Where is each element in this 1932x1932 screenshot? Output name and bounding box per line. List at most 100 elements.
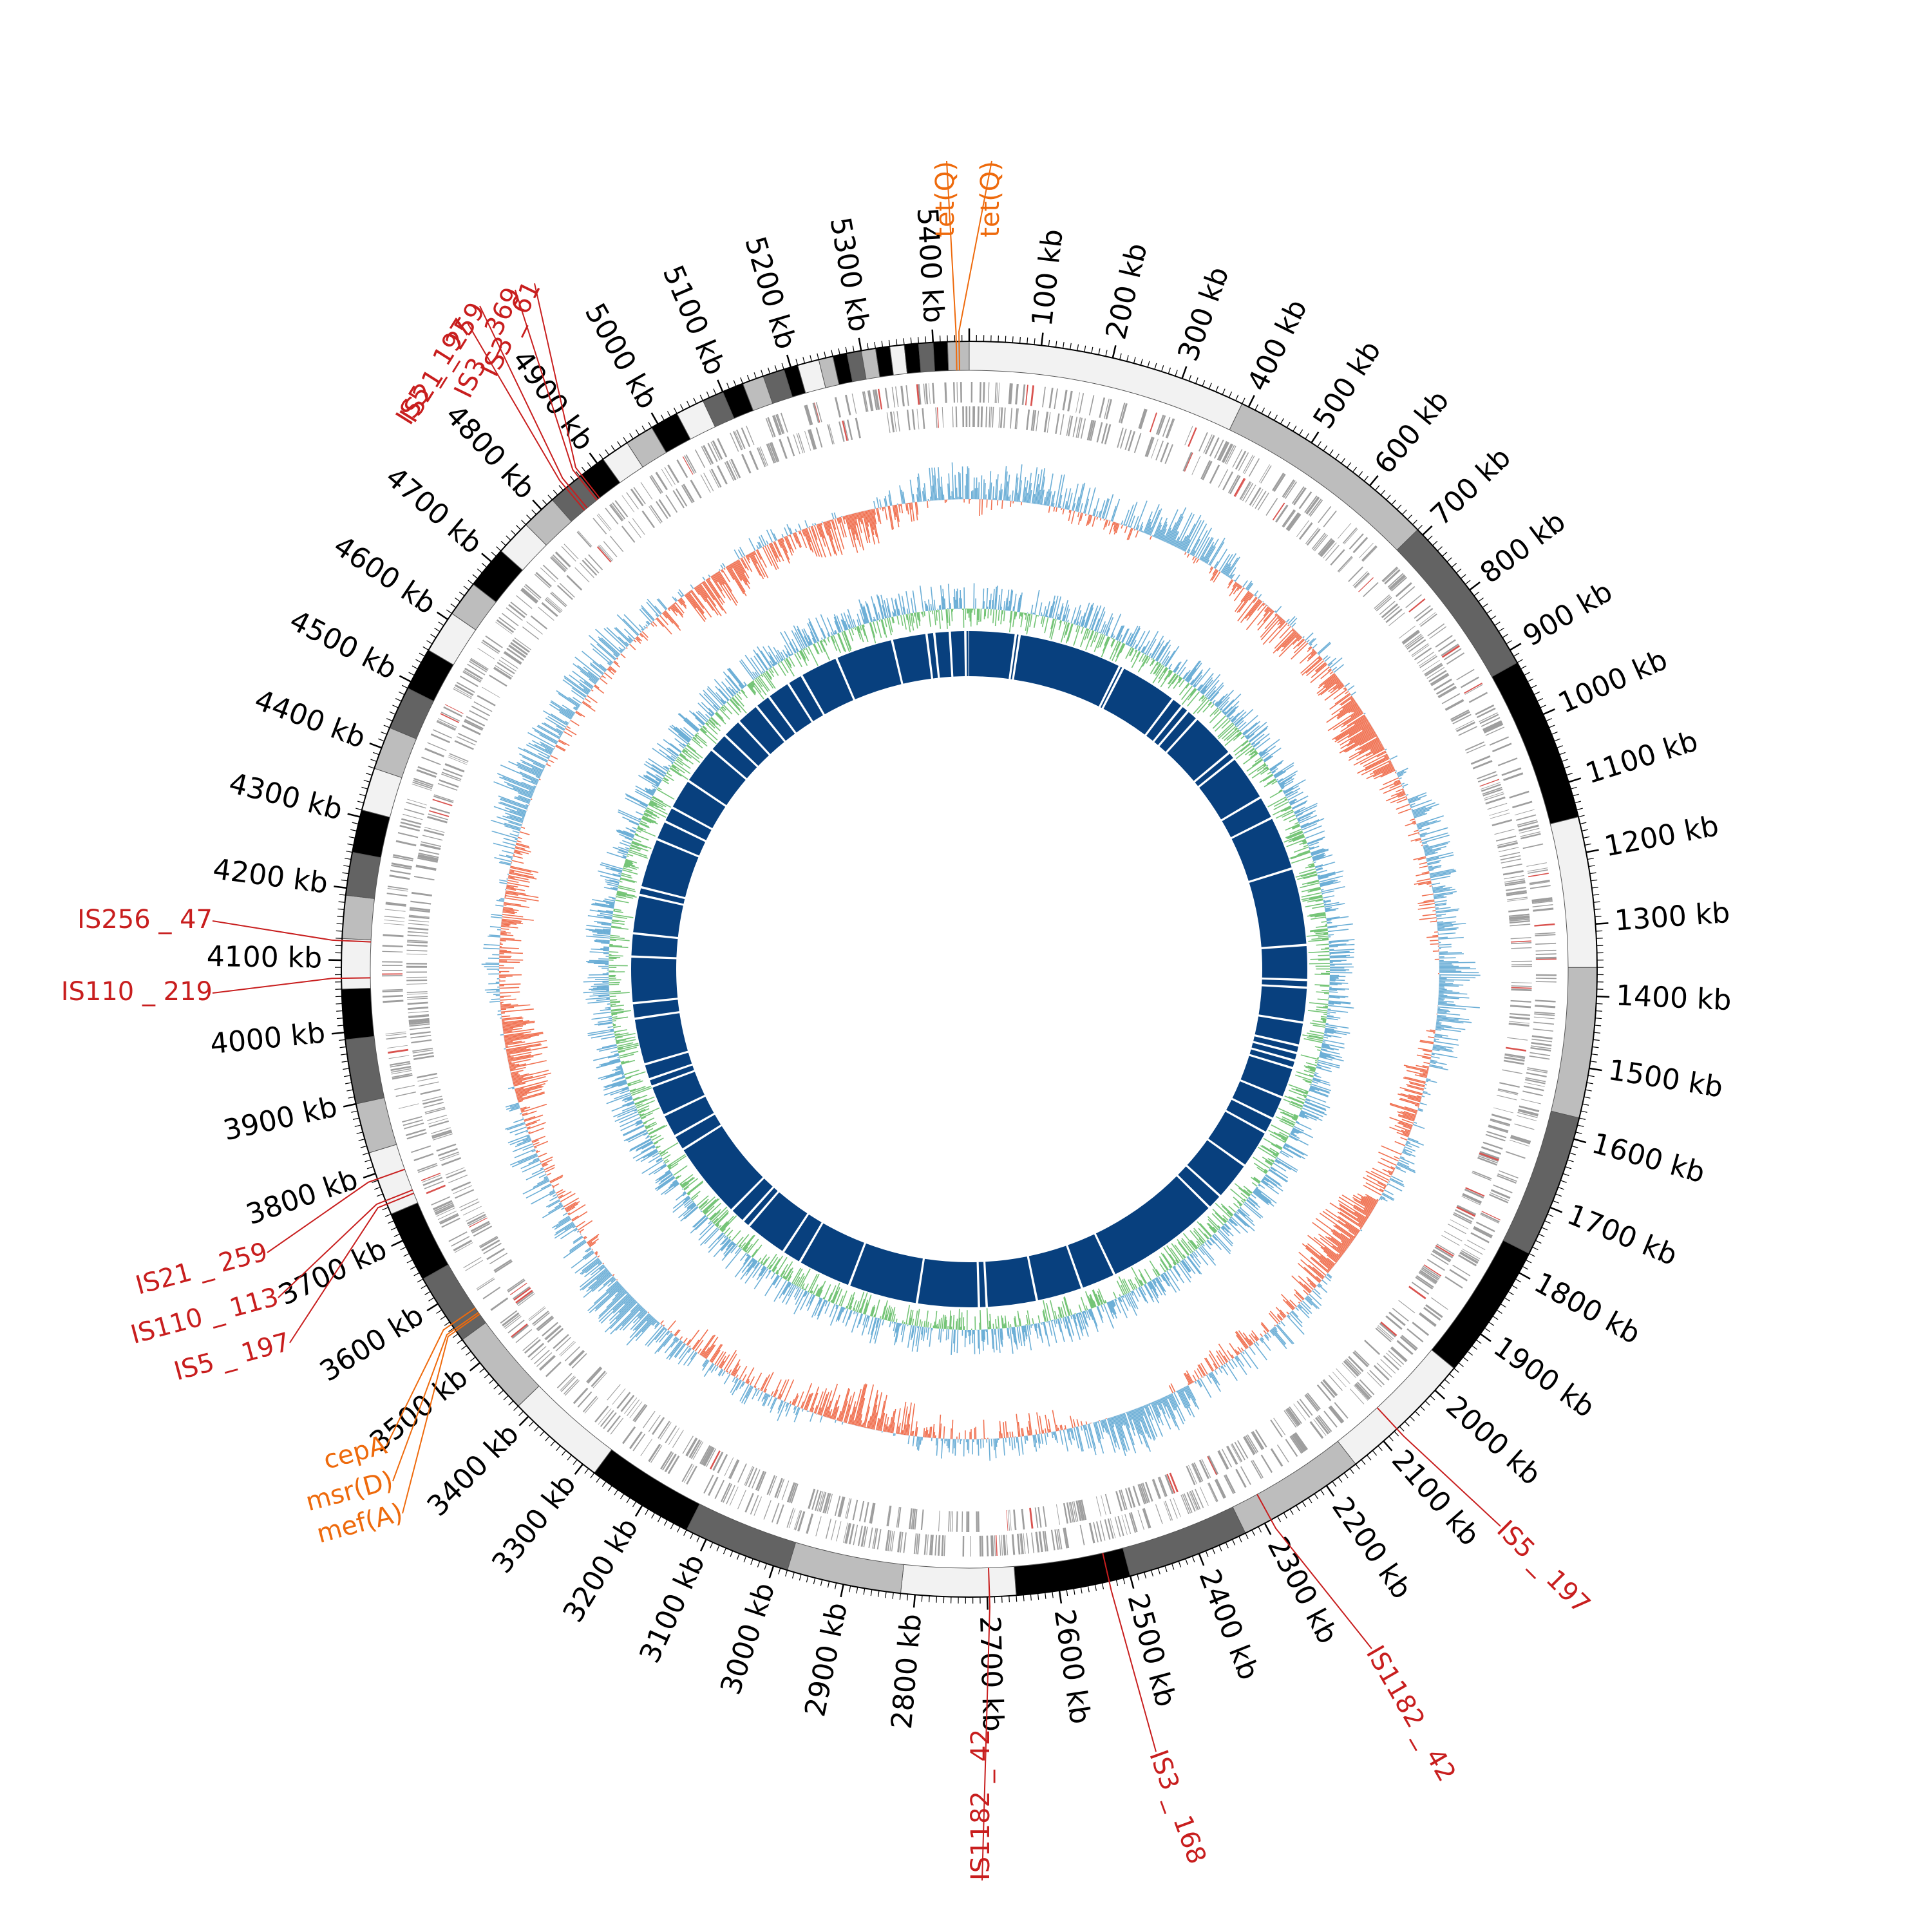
gc-bar [1421,1095,1425,1097]
minor-tick [1251,1530,1255,1536]
cds-feature [533,1312,550,1327]
skew-bar [1302,842,1307,845]
skew-bar [1151,643,1161,659]
gc-bar [1208,537,1226,565]
gc-bar [747,1380,750,1385]
gc-bar [864,511,869,527]
gc-bar [749,1376,755,1386]
minor-tick [1245,1533,1249,1539]
skew-bar [992,609,995,623]
tick-label: 1300 kb [1613,896,1731,938]
gc-bar [1267,1332,1272,1338]
skew-bar [1267,778,1276,784]
skew-bar [1208,682,1224,700]
gc-bar [1425,848,1442,854]
gc-bar [1365,1215,1369,1218]
skew-bar [1008,600,1010,611]
gc-bar [1222,553,1237,574]
cds-feature [535,572,552,587]
gc-bar [1235,1356,1240,1361]
skew-bar [1286,791,1298,799]
gc-bar [847,515,858,553]
gc-bar [687,1329,700,1346]
gc-bar [1111,1417,1115,1425]
skew-bar [1283,779,1306,793]
gc-bar [1332,1245,1344,1255]
minor-tick [1432,540,1438,546]
gc-bar [700,1334,716,1356]
gc-bar [907,1435,910,1444]
cds-feature [878,388,883,410]
gc-bar [565,728,577,735]
gc-bar [1405,1144,1412,1148]
cds-feature [1289,1435,1303,1454]
gc-bar [517,796,531,802]
minor-tick [761,370,764,377]
gc-bar [1433,891,1457,896]
gc-bar [1340,1211,1363,1227]
cds-feature [1530,1052,1551,1057]
minor-tick [774,365,777,372]
gc-bar [1032,467,1038,504]
skew-bar [1292,825,1301,830]
gc-bar [563,1197,580,1208]
gc-bar [1432,886,1453,891]
gc-bar [853,513,864,551]
gc-bar [1299,1281,1311,1293]
minor-tick [750,1558,753,1565]
gc-bar [873,500,876,509]
gc-bar [701,1350,706,1357]
gc-bar [515,846,526,850]
cds-feature [1412,1321,1430,1336]
gc-bar [1341,1194,1372,1213]
cds-feature [592,517,607,535]
cds-feature [1182,451,1193,472]
gc-bar [509,1104,520,1108]
cds-feature [1283,510,1296,528]
cds-feature [1529,880,1550,885]
gc-bar [1300,1302,1312,1314]
gc-bar [513,1082,526,1087]
cds-feature [1520,1099,1541,1104]
gc-bar [1066,1428,1070,1441]
gc-bar [1153,1401,1164,1426]
skew-bar [1212,715,1226,729]
gc-bar [551,713,569,725]
cds-feature [1160,442,1170,462]
gc-bar [1316,1285,1320,1288]
gc-bar [522,1112,528,1115]
cds-feature [1507,898,1528,902]
gc-bar [658,1330,670,1343]
gc-bar [1417,900,1435,904]
cds-feature [592,1372,607,1388]
gc-bar [1046,1432,1048,1437]
gc-bar [518,837,523,840]
gc-bar [1043,497,1046,506]
minor-tick [1537,698,1544,702]
gc-bar [647,1326,665,1347]
cds-feature [495,621,513,635]
cds-feature [1531,900,1553,904]
cds-feature [1244,1435,1256,1455]
gc-bar [614,660,619,665]
cds-feature [479,1236,498,1249]
minor-tick [1460,574,1466,579]
cds-feature [1535,978,1557,980]
cds-feature [1072,417,1078,437]
gc-bar [829,1415,832,1419]
gc-bar [635,1318,656,1341]
cds-feature [1444,699,1464,711]
gc-bar [526,1121,538,1127]
gc-bar [1397,1115,1415,1122]
gc-bar [1397,1111,1416,1119]
cds-feature [511,1323,528,1338]
minor-tick [1455,568,1462,574]
gc-bar [622,618,639,636]
cds-feature [1209,464,1220,484]
gc-bar [1110,1417,1115,1428]
skew-bar [1283,787,1294,794]
major-tick [1198,1553,1205,1566]
skew-bar [1269,762,1283,771]
cds-feature [496,619,515,633]
minor-tick [1242,397,1245,404]
